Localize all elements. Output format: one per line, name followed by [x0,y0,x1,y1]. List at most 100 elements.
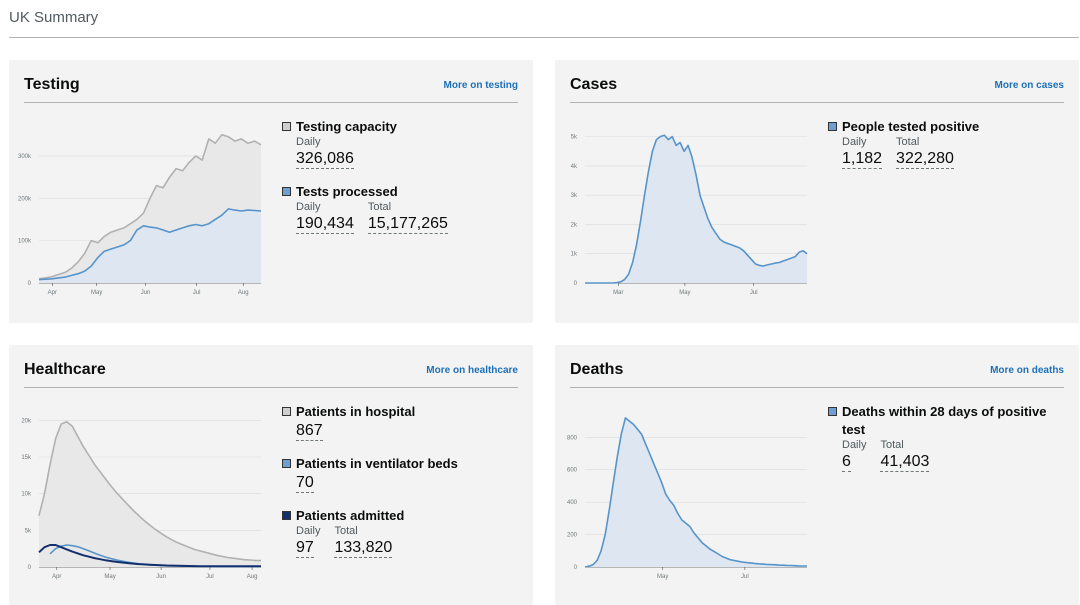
more-on-deaths-link[interactable]: More on deaths [990,365,1064,376]
more-on-cases-link[interactable]: More on cases [994,80,1064,91]
testing-chart: 0 100k 200k 300k Apr May Jun Jul Aug [18,133,262,296]
y-tick-label: 5k [571,135,578,141]
y-tick-label: 200k [18,196,32,202]
y-tick-label: 1k [571,252,578,258]
stat-label: Daily [296,525,321,537]
stat-label: Daily [842,136,867,148]
legend-swatch-navy [282,511,291,520]
testing-capacity-metric: Testing capacity Daily 326,086 [282,118,522,169]
x-tick-label: May [104,574,115,580]
people-tested-positive-area [585,135,807,283]
healthcare-title: Healthcare [24,361,106,378]
testing-divider [24,102,518,103]
patients-admitted-metric: Patients admitted Daily 97 Total 133,820 [282,507,522,558]
deaths-metrics: Deaths within 28 days of positive test D… [828,403,1048,486]
cases-divider [570,102,1064,103]
legend-swatch-blue [828,122,837,131]
y-tick-label: 300k [18,154,32,160]
more-on-healthcare-link[interactable]: More on healthcare [426,365,518,376]
y-tick-label: 400 [567,500,578,506]
x-tick-label: Aug [247,574,258,580]
stat-label: Total [367,201,392,213]
patients-in-ventilator-beds-title: Patients in ventilator beds [296,456,458,471]
deaths-card: Deaths More on deaths 0 200 400 600 800 May Ju… [555,345,1079,605]
patients-in-hospital-value[interactable]: 867 [296,422,323,441]
y-tick-label: 800 [567,435,578,441]
testing-card: Testing More on testing 0 100k 200k 300k Apr… [9,60,533,323]
cases-daily-value[interactable]: 1,182 [842,150,883,169]
cases-title: Cases [570,76,618,93]
testing-capacity-line [38,133,262,280]
people-tested-positive-metric: People tested positive Daily 1,182 Total 3… [828,118,1068,169]
patients-admitted-daily-value[interactable]: 97 [296,539,314,558]
people-tested-positive-title: People tested positive [842,119,980,134]
testing-capacity-title: Testing capacity [296,119,397,134]
patients-admitted-line [38,544,261,568]
x-tick-label: Jul [193,290,201,296]
deaths-divider [570,387,1064,388]
page-title: UK Summary [9,9,99,26]
deaths-within-28-days-of-positive-test-area [585,417,807,567]
legend-swatch-grey [282,122,291,131]
healthcare-metrics: Patients in hospital 867 Patients in ven… [282,403,522,572]
stat-label: Daily [842,439,867,451]
y-tick-label: 600 [567,468,578,474]
cases-total-value[interactable]: 322,280 [896,150,954,169]
x-tick-label: Mar [613,290,623,296]
more-on-testing-link[interactable]: More on testing [443,80,518,91]
deaths-chart: 0 200 400 600 800 May Jul [567,417,807,580]
testing-title: Testing [24,76,80,93]
cases-chart: 0 1k 2k 3k 4k 5k Mar May Jul [571,134,808,296]
x-tick-label: Apr [48,290,57,296]
cases-card: Cases More on cases 0 1k 2k 3k 4k 5k Mar May Jul… [555,60,1079,323]
y-tick-label: 200 [567,533,578,539]
stat-label: Total [880,439,904,451]
tests-processed-metric: Tests processed Daily 190,434 Total 15,177… [282,183,522,234]
stat-label: Total [896,136,920,148]
patients-in-hospital-metric: Patients in hospital 867 [282,403,522,441]
deaths-within-28-days-metric: Deaths within 28 days of positive test D… [828,403,1048,472]
tests-processed-line [38,208,262,281]
y-tick-label: 0 [574,281,578,287]
x-tick-label: Jul [206,574,214,580]
people-tested-positive-line [585,134,808,284]
y-tick-label: 5k [25,528,32,534]
y-tick-label: 10k [21,492,32,498]
x-tick-label: May [657,574,668,580]
y-tick-label: 100k [18,239,32,245]
x-tick-label: Jul [741,574,749,580]
tests-processed-total-value[interactable]: 15,177,265 [367,215,448,234]
patients-in-ventilator-beds-metric: Patients in ventilator beds 70 [282,455,522,493]
tests-processed-title: Tests processed [296,184,398,199]
patients-in-ventilator-beds-value[interactable]: 70 [296,474,314,493]
title-divider [9,37,1079,38]
testing-capacity-daily-value[interactable]: 326,086 [296,150,354,169]
x-tick-label: Apr [52,574,61,580]
x-tick-label: May [679,290,690,296]
deaths-daily-value[interactable]: 6 [842,453,851,472]
legend-swatch-blue [282,459,291,468]
x-tick-label: Jun [141,290,151,296]
y-tick-label: 15k [21,455,32,461]
healthcare-chart: 0 5k 10k 15k 20k Apr May Jun Jul Aug [21,418,262,580]
healthcare-divider [24,387,518,388]
y-tick-label: 0 [28,281,32,287]
y-tick-label: 0 [28,565,32,571]
patients-admitted-total-value[interactable]: 133,820 [334,539,393,558]
deaths-title: Deaths [570,361,624,378]
y-tick-label: 20k [21,418,32,424]
legend-swatch-blue [828,407,837,416]
patients-in-hospital-line [38,421,262,562]
deaths-within-28-days-title: Deaths within 28 days of positive test [842,404,1047,437]
y-tick-label: 4k [571,164,578,170]
stat-label: Daily [296,201,321,213]
x-tick-label: May [91,290,102,296]
tests-processed-daily-value[interactable]: 190,434 [296,215,354,234]
tests-processed-area [39,208,261,283]
legend-swatch-grey [282,407,291,416]
x-tick-label: Jun [156,574,166,580]
stat-label: Total [334,525,358,537]
deaths-total-value[interactable]: 41,403 [880,453,930,472]
cases-metrics: People tested positive Daily 1,182 Total 3… [828,118,1068,183]
x-tick-label: Jul [750,290,758,296]
